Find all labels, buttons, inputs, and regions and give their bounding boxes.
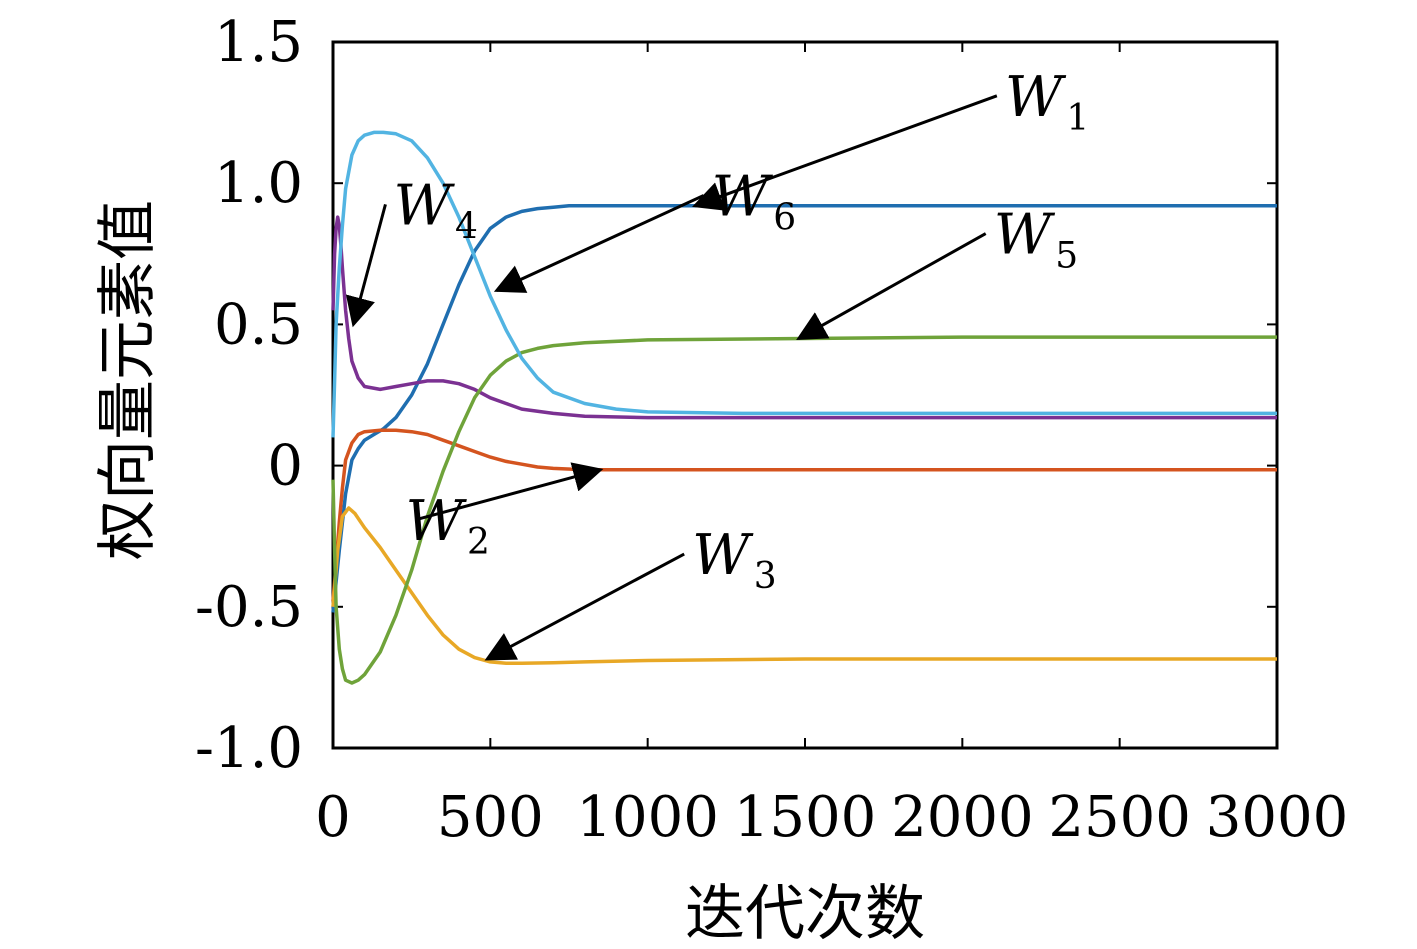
series-line-w1 — [331, 204, 1277, 613]
x-tick-label: 500 — [437, 785, 544, 850]
annotation-arrow — [415, 462, 604, 522]
annotation-arrow — [484, 552, 685, 661]
x-tick-label: 2500 — [1048, 785, 1191, 850]
x-tick-label: 1000 — [576, 785, 719, 850]
annotation-arrow — [796, 232, 987, 340]
y-axis-title: 权向量元素值 — [93, 200, 163, 560]
annotation-arrow — [493, 194, 705, 293]
y-tick-label: 1.0 — [214, 151, 303, 216]
annotation-layer: W 1 W 2 W 3 W 4 W 5 W 6 — [345, 65, 1089, 661]
x-tick-label: 3000 — [1206, 785, 1349, 850]
y-tick-label: 1.5 — [214, 10, 303, 75]
series-line-w6 — [331, 130, 1277, 438]
axes: 0 500 1000 1500 2000 2500 3000 1.5 1.0 0.5 0 -0.5 -1… — [195, 10, 1348, 850]
series-line-w2 — [331, 428, 1277, 602]
y-tick-label: -1.0 — [195, 716, 303, 781]
x-tick-label: 2000 — [891, 785, 1034, 850]
y-tick-label: 0.5 — [214, 292, 303, 357]
x-tick-label: 0 — [315, 785, 351, 850]
annotation-arrow — [692, 94, 998, 211]
series-line-w5 — [331, 335, 1277, 685]
x-axis-title: 迭代次数 — [685, 879, 925, 949]
y-tick-label: -0.5 — [195, 575, 303, 640]
y-tick-label: 0 — [267, 434, 303, 499]
annotation-arrow — [345, 204, 387, 328]
x-tick-label: 1500 — [734, 785, 877, 850]
series-line-w3 — [331, 506, 1277, 666]
series-layer — [331, 130, 1277, 685]
